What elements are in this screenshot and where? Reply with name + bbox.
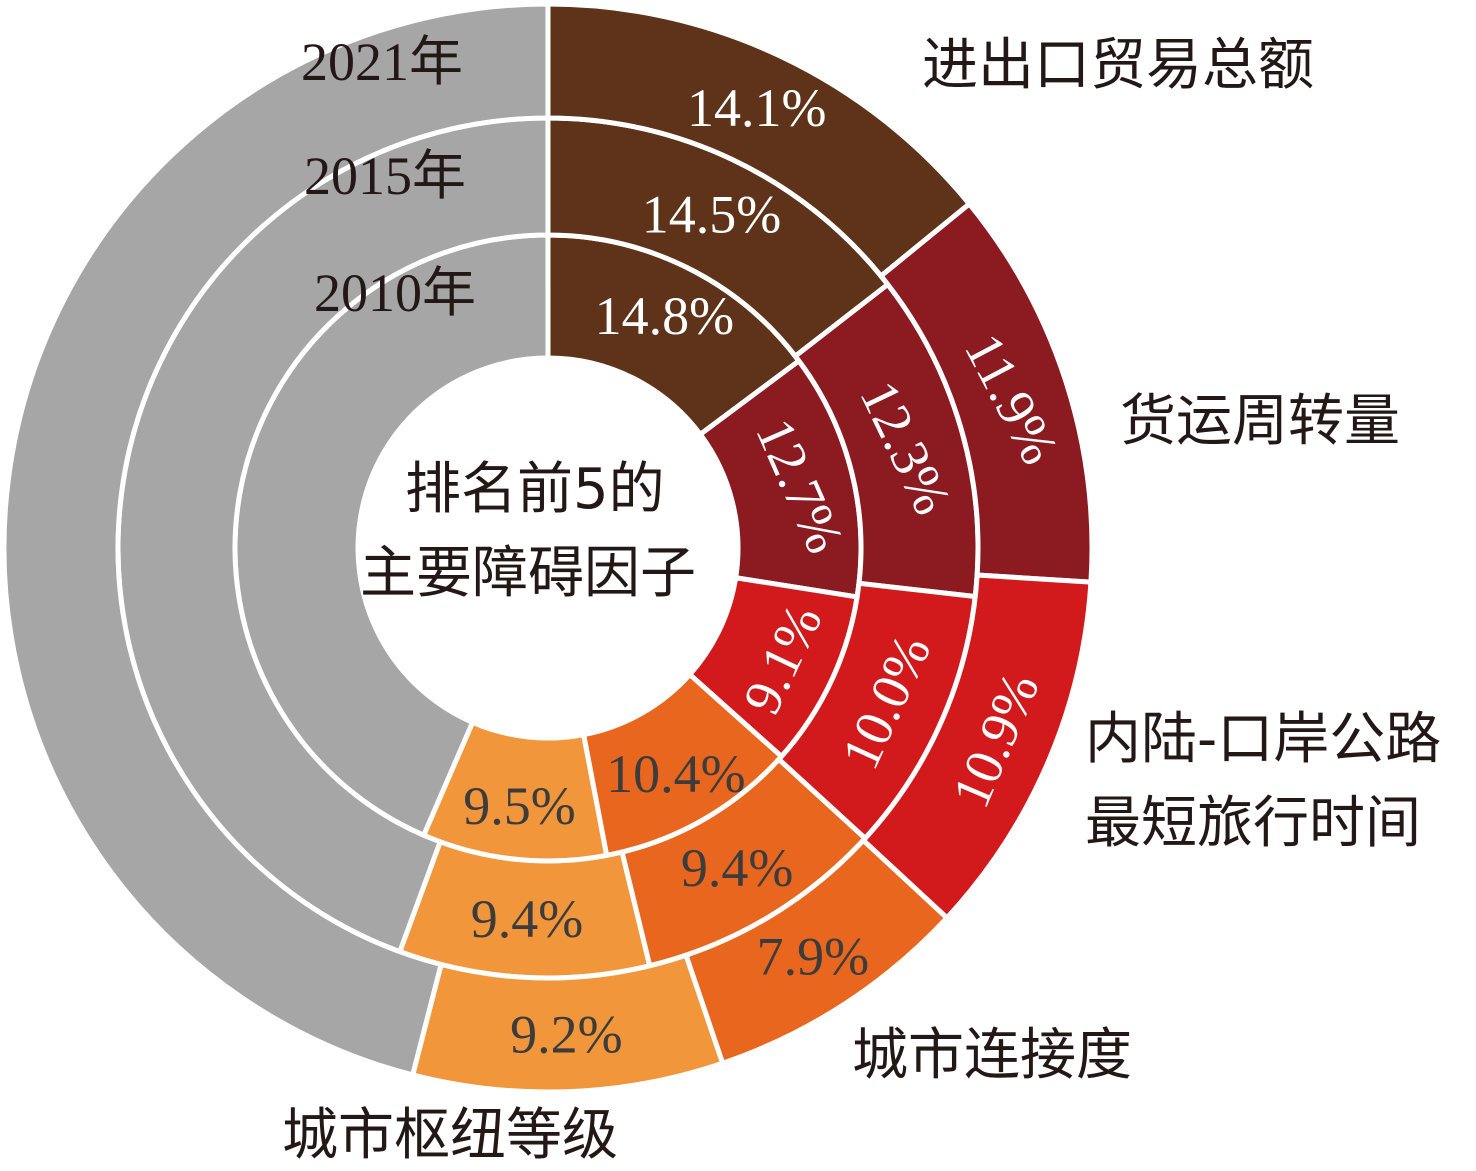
category-label-travel-time-line1: 内陆-口岸公路 — [1085, 707, 1442, 772]
value-label-2021年-4: 9.2% — [510, 1005, 622, 1065]
year-label-2021年: 2021年 — [301, 32, 463, 92]
category-label-travel-time-line2: 最短旅行时间 — [1085, 791, 1421, 856]
value-label-2010年-3: 10.4% — [606, 744, 745, 804]
value-label-2010年-0: 14.8% — [595, 286, 734, 346]
value-label-2010年-4: 9.5% — [463, 776, 575, 836]
value-label-2021年-3: 7.9% — [757, 927, 869, 987]
center-label-line1: 排名前5的 — [405, 457, 665, 522]
value-label-2015年-0: 14.5% — [642, 184, 781, 244]
category-label-connectivity: 城市连接度 — [852, 1023, 1132, 1088]
category-label-hub-level: 城市枢纽等级 — [282, 1103, 618, 1168]
category-label-freight: 货运周转量 — [1120, 389, 1400, 454]
value-label-2015年-3: 9.4% — [681, 838, 793, 898]
year-label-2015年: 2015年 — [304, 146, 466, 206]
value-label-2021年-0: 14.1% — [687, 78, 826, 138]
value-label-2015年-4: 9.4% — [471, 889, 583, 949]
segment-2021年-other — [1, 1, 551, 1078]
center-label-line2: 主要障碍因子 — [360, 541, 696, 606]
category-label-trade: 进出口贸易总额 — [922, 33, 1314, 98]
year-label-2010年: 2010年 — [314, 263, 476, 323]
